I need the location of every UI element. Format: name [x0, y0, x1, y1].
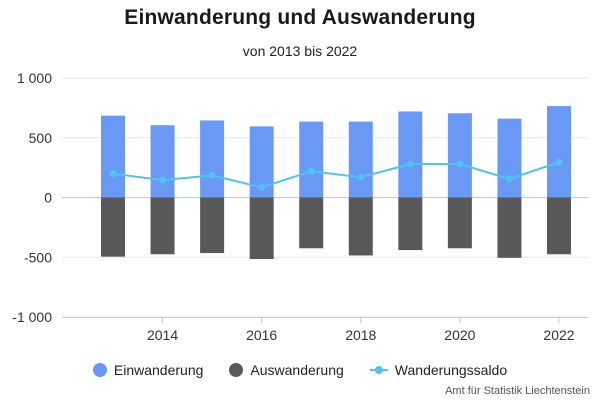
- bar-auswanderung[interactable]: [447, 197, 472, 249]
- y-tick-label: 1 000: [17, 70, 52, 86]
- point-wanderungssaldo[interactable]: [307, 167, 315, 175]
- line-wanderungssaldo: [112, 161, 560, 189]
- bar-einwanderung[interactable]: [547, 106, 571, 198]
- legend-label-auswanderung: Auswanderung: [250, 362, 344, 378]
- point-wanderungssaldo[interactable]: [406, 160, 414, 168]
- bar-auswanderung[interactable]: [348, 197, 373, 256]
- bar-einwanderung[interactable]: [299, 121, 324, 198]
- bar-auswanderung[interactable]: [398, 197, 423, 251]
- bar-einwanderung[interactable]: [447, 113, 472, 198]
- y-tick-label: 0: [44, 190, 52, 206]
- bar-auswanderung[interactable]: [299, 197, 324, 249]
- point-wanderungssaldo[interactable]: [555, 158, 563, 166]
- y-tick-label: -500: [24, 249, 52, 265]
- point-wanderungssaldo[interactable]: [456, 160, 464, 168]
- legend-item-auswanderung[interactable]: Auswanderung: [229, 362, 344, 378]
- bar-auswanderung[interactable]: [200, 197, 225, 254]
- chart-subtitle: von 2013 bis 2022: [242, 43, 358, 59]
- legend: Einwanderung Auswanderung Wanderungssald…: [0, 362, 600, 378]
- point-wanderungssaldo[interactable]: [357, 173, 365, 181]
- bar-einwanderung[interactable]: [150, 125, 175, 198]
- legend-marker-auswanderung: [229, 363, 244, 377]
- bar-auswanderung[interactable]: [497, 197, 522, 258]
- x-tick-label: 2018: [345, 327, 376, 343]
- bar-auswanderung[interactable]: [150, 197, 175, 255]
- point-wanderungssaldo[interactable]: [109, 170, 117, 178]
- source-credit: Amt für Statistik Liechtenstein: [445, 385, 590, 397]
- legend-label-wanderungssaldo: Wanderungssaldo: [394, 362, 508, 378]
- chart-title: Einwanderung und Auswanderung: [124, 6, 476, 29]
- bar-auswanderung[interactable]: [101, 197, 125, 257]
- bar-einwanderung[interactable]: [398, 111, 423, 198]
- point-wanderungssaldo[interactable]: [505, 175, 513, 183]
- bar-einwanderung[interactable]: [200, 120, 225, 198]
- point-wanderungssaldo[interactable]: [258, 183, 266, 191]
- x-tick-label: 2022: [543, 327, 574, 343]
- y-tick-label: 500: [29, 130, 53, 146]
- point-wanderungssaldo[interactable]: [208, 171, 216, 179]
- bar-auswanderung[interactable]: [547, 197, 571, 255]
- legend-marker-einwanderung: [92, 363, 107, 377]
- x-tick-label: 2020: [444, 327, 475, 343]
- x-tick-label: 2014: [147, 327, 178, 343]
- y-tick-label: -1 000: [12, 309, 52, 325]
- legend-label-einwanderung: Einwanderung: [113, 362, 204, 378]
- legend-item-einwanderung[interactable]: Einwanderung: [92, 362, 204, 378]
- bar-einwanderung[interactable]: [101, 115, 125, 198]
- legend-item-wanderungssaldo[interactable]: Wanderungssaldo: [369, 362, 508, 378]
- bar-auswanderung[interactable]: [249, 197, 274, 260]
- bar-einwanderung[interactable]: [348, 121, 373, 198]
- legend-marker-wanderungssaldo: [369, 363, 388, 377]
- point-wanderungssaldo[interactable]: [159, 176, 167, 184]
- x-tick-label: 2016: [246, 327, 277, 343]
- bar-einwanderung[interactable]: [497, 118, 522, 198]
